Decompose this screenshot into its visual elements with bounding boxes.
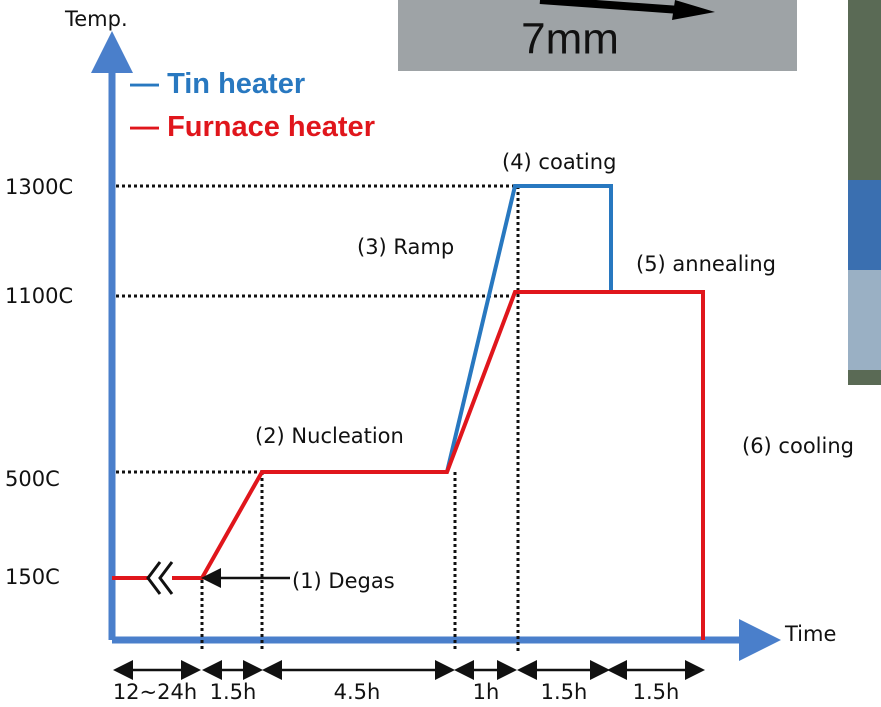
phase-label: (3) Ramp bbox=[357, 235, 454, 259]
scale-label: 7mm bbox=[521, 15, 619, 64]
x-axis-label: Time bbox=[784, 622, 836, 646]
duration-label: 4.5h bbox=[334, 680, 381, 704]
duration-label: 1.5h bbox=[541, 680, 588, 704]
legend-tin: — Tin heater bbox=[130, 68, 305, 100]
duration-label: 1.5h bbox=[210, 680, 257, 704]
dash: — bbox=[130, 68, 167, 100]
legend-label: Furnace heater bbox=[167, 111, 375, 143]
phase-label: (1) Degas bbox=[292, 569, 395, 593]
photo-right bbox=[848, 0, 881, 385]
diagram: 7mm Temp. Time — Tin heater — Furnace he… bbox=[0, 0, 881, 707]
level-label: 1100C bbox=[5, 284, 73, 308]
level-label: 500C bbox=[5, 467, 60, 491]
phase-label: (6) cooling bbox=[742, 434, 854, 458]
phase-label: (4) coating bbox=[502, 150, 616, 174]
photo-top: 7mm bbox=[398, 0, 797, 71]
break-symbol bbox=[148, 562, 172, 594]
y-axis-label: Temp. bbox=[64, 7, 128, 31]
phase-label: (5) annealing bbox=[636, 252, 776, 276]
legend-furnace: — Furnace heater bbox=[130, 111, 375, 143]
phase-label: (2) Nucleation bbox=[255, 424, 404, 448]
duration-label: 1h bbox=[473, 680, 500, 704]
level-label: 150C bbox=[5, 565, 60, 589]
duration-label: 12~24h bbox=[113, 680, 197, 704]
legend-label: Tin heater bbox=[167, 68, 305, 100]
level-label: 1300C bbox=[5, 175, 73, 199]
tin-curve bbox=[447, 186, 611, 472]
duration-label: 1.5h bbox=[633, 680, 680, 704]
dash: — bbox=[130, 111, 167, 143]
